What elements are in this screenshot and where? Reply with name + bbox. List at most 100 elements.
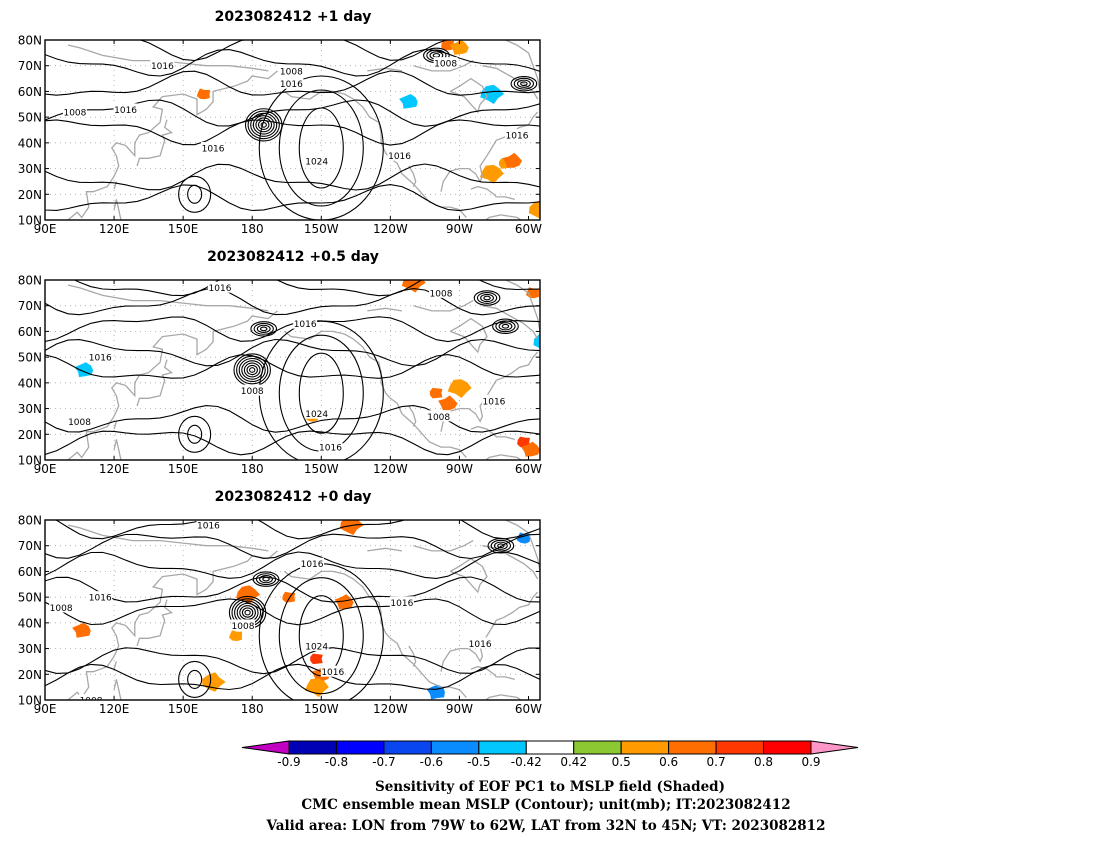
contour-label-bg <box>240 384 265 396</box>
high-contour <box>178 415 212 453</box>
sensitivity-patch <box>502 152 523 168</box>
colorbar-box <box>478 740 527 755</box>
coastline <box>408 405 417 427</box>
isobar-line <box>45 598 540 626</box>
contour-label-bg <box>196 520 221 531</box>
sensitivity-patch <box>340 520 364 535</box>
contour-label-bg <box>468 637 493 649</box>
contour-label: 1008 <box>80 697 103 707</box>
contour-label-bg <box>504 129 529 141</box>
low-contour <box>249 367 256 373</box>
x-tick-label: 150E <box>168 462 199 476</box>
coastline <box>70 230 75 243</box>
coastline <box>505 280 540 332</box>
y-tick-label: 80N <box>18 274 42 288</box>
x-tick-label: 60W <box>515 462 542 476</box>
coastline <box>367 547 403 552</box>
y-tick-label: 70N <box>18 59 42 73</box>
sensitivity-patch <box>334 594 354 610</box>
coastline <box>67 70 278 220</box>
contour-label-bg <box>79 694 104 700</box>
contour-label: 1008 <box>427 413 450 423</box>
low-contour <box>487 537 515 554</box>
colorbar-box <box>383 740 432 755</box>
contour-label: 1008 <box>232 622 255 632</box>
low-contour <box>520 81 528 87</box>
high-contour <box>278 577 364 695</box>
panel-title: 2023082412 +1 day <box>215 9 372 25</box>
low-contour <box>244 609 251 616</box>
contour-label-bg <box>49 601 74 613</box>
map-panel: 1016 1008 1016 1016 1008 1024 1008 1016 1016 1008… <box>18 249 542 476</box>
coastline <box>113 421 118 430</box>
contour-label: 1016 <box>89 594 112 604</box>
contour-label: 1008 <box>68 418 91 428</box>
sensitivity-patch <box>447 379 472 398</box>
colorbar-label: -0.42 <box>511 755 542 769</box>
colorbar-box <box>288 740 337 755</box>
low-contour <box>259 574 273 584</box>
x-tick-label: 90E <box>34 702 57 716</box>
sensitivity-patch <box>310 653 323 665</box>
contour-label-bg <box>318 441 343 453</box>
high-contour <box>298 107 344 189</box>
low-contour <box>480 293 494 303</box>
y-tick-label: 60N <box>18 565 42 579</box>
colorbar-box <box>525 740 575 755</box>
sensitivity-patch <box>401 280 426 293</box>
contour-label-bg <box>293 317 318 329</box>
y-tick-label: 50N <box>18 351 42 365</box>
isobar-line <box>45 48 540 77</box>
y-tick-label: 20N <box>18 188 42 202</box>
y-tick-label: 60N <box>18 85 42 99</box>
sensitivity-patch <box>72 622 91 638</box>
coastline <box>408 165 417 187</box>
coastline <box>413 60 474 72</box>
low-contour <box>513 77 535 90</box>
x-tick-label: 120W <box>373 462 408 476</box>
isobar-line <box>45 647 540 675</box>
contour-label-bg <box>88 591 113 603</box>
contour-label-bg <box>304 407 329 419</box>
caption: Sensitivity of EOF PC1 to MSLP field (Sh… <box>266 779 826 834</box>
panel-title: 2023082412 +0 day <box>215 489 372 505</box>
colorbar-box <box>763 740 812 755</box>
sensitivity-patch <box>528 200 540 219</box>
coastline <box>482 545 539 580</box>
x-tick-label: 150W <box>304 702 339 716</box>
low-contour <box>259 326 268 332</box>
sensitivity-patch <box>438 395 458 411</box>
low-contour <box>262 576 270 582</box>
isobar-line <box>45 70 540 96</box>
isobar-line <box>45 533 540 560</box>
coastline <box>136 119 174 167</box>
low-contour <box>244 108 283 142</box>
coastline <box>413 300 474 312</box>
y-tick-label: 10N <box>18 454 42 468</box>
panel-title: 2023082412 +0.5 day <box>207 249 379 265</box>
sensitivity-patch <box>533 334 540 349</box>
isobar-line <box>45 316 540 343</box>
contour-label-bg <box>67 415 92 427</box>
contour-label: 1016 <box>319 444 342 454</box>
x-tick-label: 90E <box>34 462 57 476</box>
y-tick-label: 50N <box>18 111 42 125</box>
colorbar-box <box>430 740 480 755</box>
coastline <box>67 524 269 552</box>
isobar-line <box>45 430 540 456</box>
colorbar-arrow-high <box>810 740 859 755</box>
colorbar-box <box>573 740 622 755</box>
colorbar-label: -0.7 <box>372 755 395 769</box>
coastline <box>449 317 488 354</box>
contour-label: 1016 <box>202 145 225 155</box>
y-tick-label: 30N <box>18 402 42 416</box>
contour-label: 1016 <box>151 62 174 72</box>
y-tick-label: 70N <box>18 299 42 313</box>
coastline <box>482 305 539 340</box>
low-contour <box>483 295 491 301</box>
x-tick-label: 150E <box>168 222 199 236</box>
low-contour <box>236 355 269 385</box>
high-contour <box>187 669 203 689</box>
y-tick-label: 30N <box>18 642 42 656</box>
x-tick-label: 150W <box>304 462 339 476</box>
